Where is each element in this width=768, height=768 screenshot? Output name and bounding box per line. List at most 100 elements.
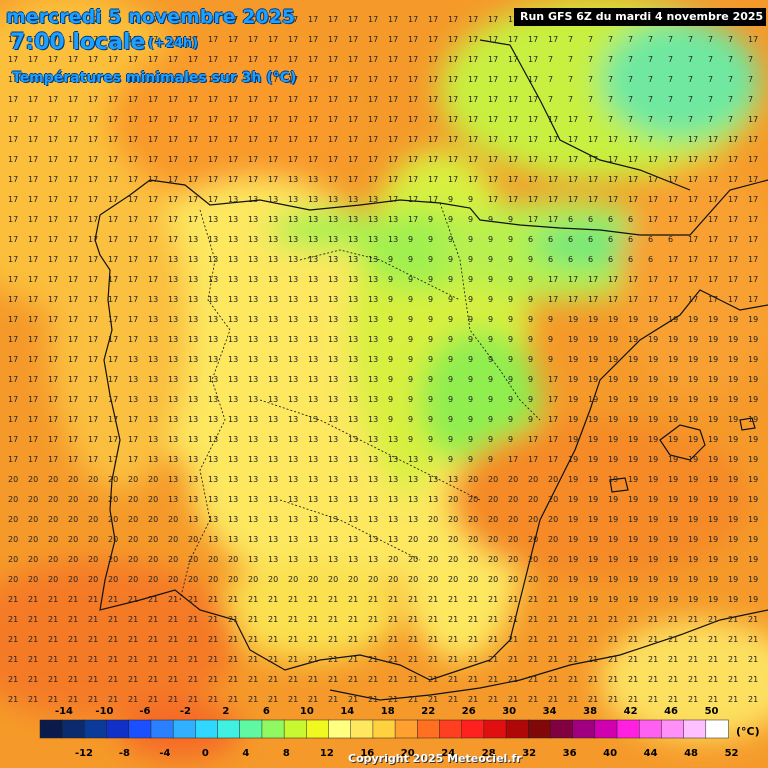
grid-value: 6 bbox=[588, 235, 593, 244]
grid-value: 17 bbox=[388, 15, 398, 24]
grid-value: 17 bbox=[348, 95, 358, 104]
grid-value: 21 bbox=[28, 635, 38, 644]
grid-value: 21 bbox=[428, 615, 438, 624]
grid-value: 17 bbox=[208, 75, 218, 84]
grid-value: 21 bbox=[188, 615, 198, 624]
grid-value: 17 bbox=[108, 215, 118, 224]
grid-value: 19 bbox=[568, 555, 578, 564]
grid-value: 17 bbox=[88, 335, 98, 344]
grid-value: 13 bbox=[148, 335, 158, 344]
grid-value: 20 bbox=[468, 515, 478, 524]
grid-value: 17 bbox=[528, 175, 538, 184]
grid-value: 17 bbox=[548, 135, 558, 144]
grid-value: 13 bbox=[188, 315, 198, 324]
grid-value: 21 bbox=[368, 675, 378, 684]
grid-value: 19 bbox=[708, 595, 718, 604]
grid-value: 17 bbox=[728, 175, 738, 184]
grid-value: 20 bbox=[108, 575, 118, 584]
grid-value: 17 bbox=[688, 135, 698, 144]
grid-value: 9 bbox=[408, 235, 413, 244]
grid-value: 17 bbox=[188, 55, 198, 64]
grid-value: 19 bbox=[688, 515, 698, 524]
grid-value: 19 bbox=[708, 535, 718, 544]
grid-value: 13 bbox=[188, 395, 198, 404]
grid-value: 20 bbox=[108, 535, 118, 544]
grid-value: 13 bbox=[248, 475, 258, 484]
grid-value: 17 bbox=[28, 275, 38, 284]
grid-value: 19 bbox=[648, 355, 658, 364]
grid-value: 17 bbox=[408, 75, 418, 84]
grid-value: 17 bbox=[528, 115, 538, 124]
grid-value: 7 bbox=[608, 75, 613, 84]
grid-value: 9 bbox=[548, 335, 553, 344]
grid-value: 17 bbox=[148, 115, 158, 124]
grid-value: 17 bbox=[288, 155, 298, 164]
grid-value: 17 bbox=[488, 115, 498, 124]
grid-value: 21 bbox=[348, 655, 358, 664]
grid-value: 17 bbox=[288, 55, 298, 64]
grid-value: 20 bbox=[208, 575, 218, 584]
grid-value: 13 bbox=[288, 475, 298, 484]
grid-value: 17 bbox=[528, 55, 538, 64]
grid-value: 9 bbox=[448, 395, 453, 404]
grid-value: 13 bbox=[248, 395, 258, 404]
grid-value: 21 bbox=[688, 675, 698, 684]
grid-value: 19 bbox=[668, 335, 678, 344]
grid-value: 21 bbox=[728, 615, 738, 624]
grid-value: 7 bbox=[668, 115, 673, 124]
grid-value: 7 bbox=[668, 35, 673, 44]
grid-value: 17 bbox=[348, 135, 358, 144]
grid-value: 13 bbox=[268, 475, 278, 484]
grid-value: 17 bbox=[588, 275, 598, 284]
grid-value: 9 bbox=[488, 295, 493, 304]
grid-value: 21 bbox=[628, 695, 638, 704]
grid-value: 17 bbox=[68, 75, 78, 84]
grid-value: 20 bbox=[48, 535, 58, 544]
grid-value: 17 bbox=[88, 275, 98, 284]
grid-value: 13 bbox=[248, 435, 258, 444]
grid-value: 6 bbox=[568, 255, 573, 264]
grid-value: 7 bbox=[688, 95, 693, 104]
grid-value: 21 bbox=[488, 595, 498, 604]
grid-value: 20 bbox=[188, 575, 198, 584]
grid-value: 17 bbox=[588, 155, 598, 164]
grid-value: 17 bbox=[348, 35, 358, 44]
grid-value: 17 bbox=[508, 55, 518, 64]
grid-value: 17 bbox=[8, 315, 18, 324]
grid-value: 13 bbox=[328, 295, 338, 304]
grid-value: 17 bbox=[448, 175, 458, 184]
grid-value: 19 bbox=[688, 595, 698, 604]
grid-value: 17 bbox=[368, 175, 378, 184]
grid-value: 17 bbox=[388, 35, 398, 44]
grid-value: 13 bbox=[388, 215, 398, 224]
grid-value: 21 bbox=[548, 675, 558, 684]
grid-value: 13 bbox=[148, 395, 158, 404]
grid-value: 13 bbox=[168, 295, 178, 304]
grid-value: 19 bbox=[648, 475, 658, 484]
grid-value: 13 bbox=[168, 415, 178, 424]
grid-value: 13 bbox=[208, 495, 218, 504]
grid-value: 19 bbox=[668, 455, 678, 464]
grid-value: 13 bbox=[348, 315, 358, 324]
grid-value: 19 bbox=[628, 475, 638, 484]
grid-value: 21 bbox=[548, 695, 558, 704]
grid-value: 17 bbox=[88, 195, 98, 204]
grid-value: 13 bbox=[208, 395, 218, 404]
grid-value: 21 bbox=[728, 675, 738, 684]
grid-value: 21 bbox=[168, 675, 178, 684]
grid-value: 17 bbox=[448, 75, 458, 84]
grid-value: 20 bbox=[28, 575, 38, 584]
grid-value: 7 bbox=[548, 75, 553, 84]
grid-value: 20 bbox=[488, 535, 498, 544]
grid-value: 17 bbox=[108, 75, 118, 84]
grid-value: 20 bbox=[508, 515, 518, 524]
grid-value: 19 bbox=[708, 355, 718, 364]
grid-value: 21 bbox=[528, 635, 538, 644]
grid-value: 17 bbox=[668, 155, 678, 164]
grid-value: 17 bbox=[228, 95, 238, 104]
grid-value: 17 bbox=[748, 235, 758, 244]
grid-value: 17 bbox=[528, 455, 538, 464]
grid-value: 9 bbox=[428, 375, 433, 384]
grid-value: 13 bbox=[408, 455, 418, 464]
grid-value: 20 bbox=[68, 495, 78, 504]
